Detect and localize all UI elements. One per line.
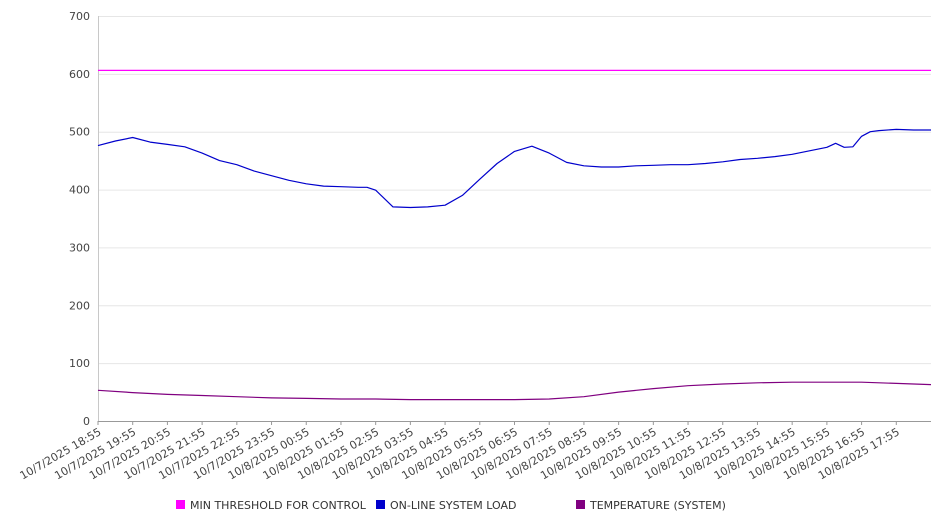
legend-label: MIN THRESHOLD FOR CONTROL	[190, 499, 367, 512]
legend-swatch	[576, 500, 585, 509]
series-lines	[97, 69, 932, 401]
legend-label: TEMPERATURE (SYSTEM)	[589, 499, 726, 512]
legend-swatch	[376, 500, 385, 509]
y-tick-label: 300	[69, 241, 90, 254]
y-tick-label: 100	[69, 357, 90, 370]
y-tick-label: 0	[83, 415, 90, 428]
y-tick-label: 600	[69, 68, 90, 81]
legend-label: ON-LINE SYSTEM LOAD	[390, 499, 516, 512]
gridlines	[98, 16, 931, 365]
series-line-temperature-system	[97, 381, 932, 401]
legend: MIN THRESHOLD FOR CONTROL ON-LINE SYSTEM …	[176, 499, 726, 512]
y-tick-label: 400	[69, 184, 90, 197]
series-line-on-line-system-load	[97, 128, 931, 209]
legend-swatch	[176, 500, 185, 509]
axes	[97, 16, 931, 425]
y-tick-label: 700	[69, 10, 90, 23]
y-tick-labels: 0 100 200 300 400 500 600 700	[69, 10, 90, 428]
y-tick-label: 200	[69, 299, 90, 312]
y-tick-label: 500	[69, 126, 90, 139]
